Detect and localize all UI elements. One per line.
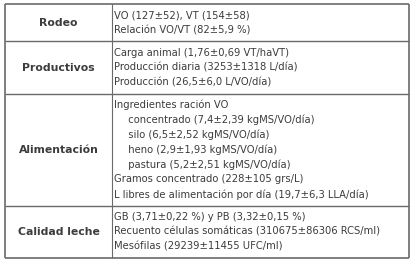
Text: Carga animal (1,76±0,69 VT/haVT): Carga animal (1,76±0,69 VT/haVT) [114,48,289,58]
Text: Mesófilas (29239±11455 UFC/ml): Mesófilas (29239±11455 UFC/ml) [114,242,282,252]
Text: Producción diaria (3253±1318 L/día): Producción diaria (3253±1318 L/día) [114,63,297,73]
Text: Recuento células somáticas (310675±86306 RCS/ml): Recuento células somáticas (310675±86306… [114,227,380,237]
Text: Alimentación: Alimentación [19,145,98,155]
Text: Producción (26,5±6,0 L/VO/día): Producción (26,5±6,0 L/VO/día) [114,78,271,88]
Text: pastura (5,2±2,51 kgMS/VO/día): pastura (5,2±2,51 kgMS/VO/día) [121,159,290,170]
Text: silo (6,5±2,52 kgMS/VO/día): silo (6,5±2,52 kgMS/VO/día) [121,130,268,140]
Text: Gramos concentrado (228±105 grs/L): Gramos concentrado (228±105 grs/L) [114,174,303,184]
Text: concentrado (7,4±2,39 kgMS/VO/día): concentrado (7,4±2,39 kgMS/VO/día) [121,115,313,125]
Text: Rodeo: Rodeo [39,18,78,28]
Text: Relación VO/VT (82±5,9 %): Relación VO/VT (82±5,9 %) [114,25,250,35]
Text: Calidad leche: Calidad leche [17,227,99,237]
Text: GB (3,71±0,22 %) y PB (3,32±0,15 %): GB (3,71±0,22 %) y PB (3,32±0,15 %) [114,212,305,222]
Text: heno (2,9±1,93 kgMS/VO/día): heno (2,9±1,93 kgMS/VO/día) [121,144,276,155]
Text: L libres de alimentación por día (19,7±6,3 LLA/día): L libres de alimentación por día (19,7±6… [114,189,368,200]
Text: VO (127±52), VT (154±58): VO (127±52), VT (154±58) [114,10,249,20]
Text: Ingredientes ración VO: Ingredientes ración VO [114,100,228,110]
Text: Productivos: Productivos [22,63,95,73]
